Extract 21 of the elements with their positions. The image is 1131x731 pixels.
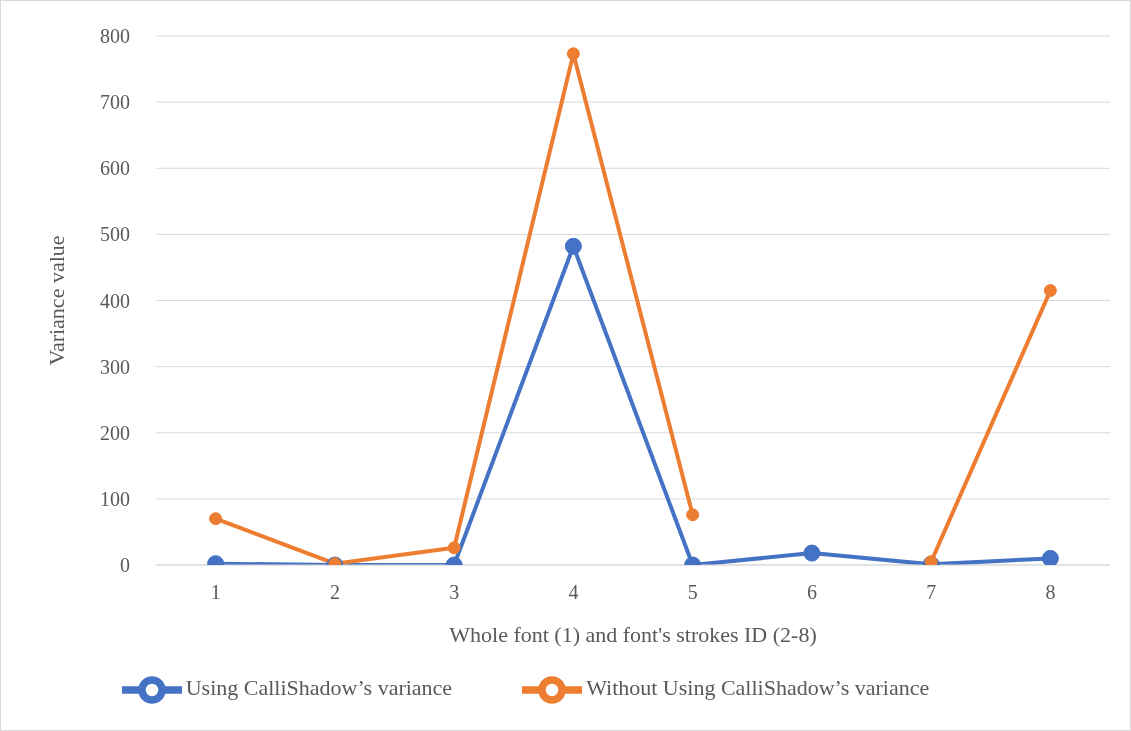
y-tick-label: 800 — [100, 25, 130, 48]
y-axis-title: Variance value — [43, 235, 69, 366]
x-tick-label: 2 — [329, 581, 340, 604]
y-tick-label: 200 — [100, 421, 130, 444]
y-tick-label: 400 — [100, 289, 130, 312]
x-tick-label: 8 — [1045, 581, 1056, 604]
y-tick-label: 700 — [100, 91, 130, 114]
x-tick-label: 6 — [806, 581, 817, 604]
y-tick-label: 300 — [100, 355, 130, 378]
legend-label: Using CalliShadow’s variance — [185, 675, 453, 701]
y-tick-label: 600 — [100, 157, 130, 180]
x-tick-label: 1 — [210, 581, 221, 604]
legend-label: Without Using CalliShadow’s variance — [586, 675, 930, 701]
y-tick-label: 0 — [120, 554, 130, 577]
x-tick-label: 5 — [687, 581, 698, 604]
x-tick-label: 4 — [568, 581, 579, 604]
y-tick-label: 500 — [100, 223, 130, 246]
y-tick-label: 100 — [100, 487, 130, 510]
x-tick-label: 3 — [449, 581, 460, 604]
x-axis-title: Whole font (1) and font's strokes ID (2-8) — [449, 622, 817, 647]
x-tick-label: 7 — [926, 581, 937, 604]
